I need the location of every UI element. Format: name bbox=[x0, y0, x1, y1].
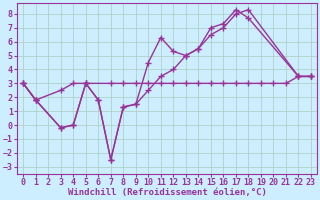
X-axis label: Windchill (Refroidissement éolien,°C): Windchill (Refroidissement éolien,°C) bbox=[68, 188, 267, 197]
